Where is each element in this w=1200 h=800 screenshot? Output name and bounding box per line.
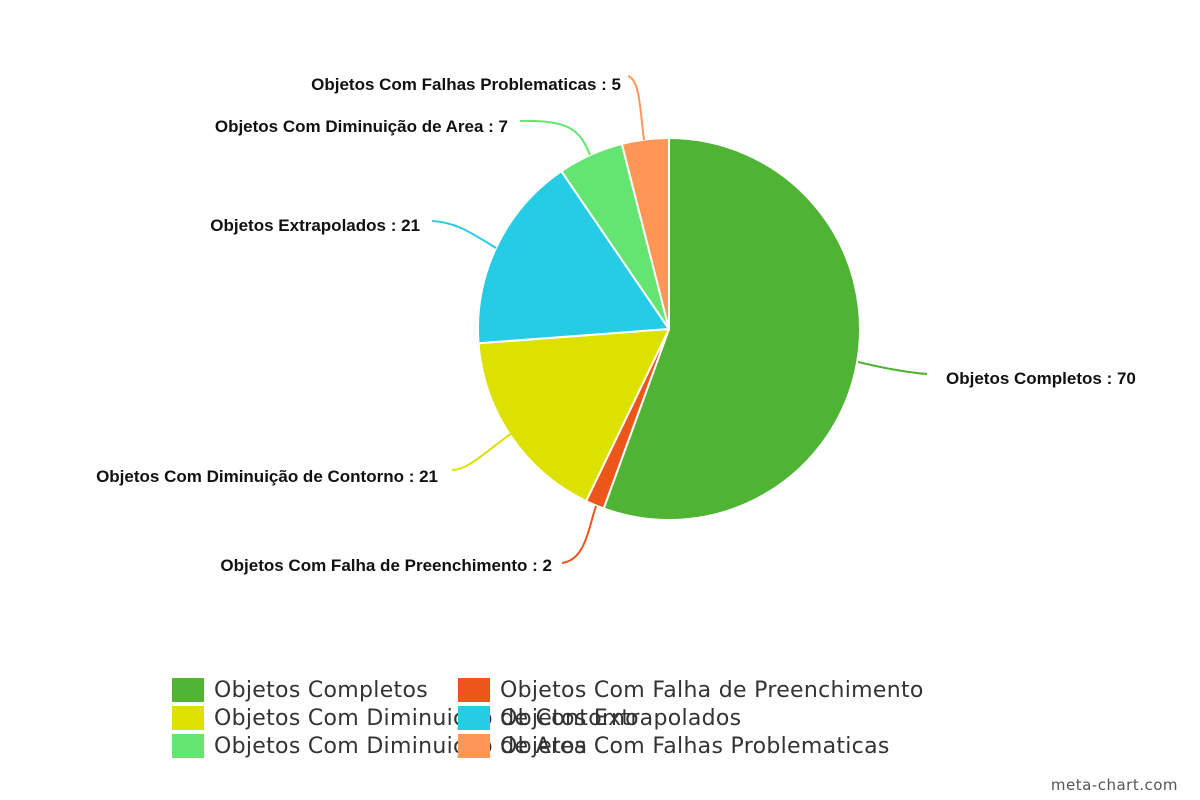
label-connector-line (561, 505, 597, 564)
pie-slices (477, 137, 861, 521)
legend-label: Objetos Com Falha de Preenchimento (500, 677, 924, 703)
data-label: Objetos Com Diminuição de Contorno : 21 (96, 467, 438, 486)
legend-row: Objetos Completos Objetos Com Falha de Pr… (172, 676, 1072, 704)
label-connector-line (451, 432, 513, 471)
pie-slice (620, 137, 670, 330)
label-connector-line (857, 361, 928, 375)
legend-item[interactable]: Objetos Completos (172, 678, 458, 703)
legend-label: Objetos Com Diminuição de Contorno (214, 705, 639, 731)
data-label: Objetos Com Diminuição de Area : 7 (215, 117, 508, 136)
legend-item[interactable]: Objetos Com Falhas Problematicas (458, 734, 890, 759)
legend-swatch (172, 678, 204, 702)
legend-swatch (458, 678, 490, 702)
legend-label: Objetos Com Falhas Problematicas (500, 733, 890, 759)
label-connector-line (627, 75, 645, 141)
legend-item[interactable]: Objetos Com Diminuição de Area (172, 734, 587, 759)
pie-slice (477, 328, 670, 503)
pie-slice (602, 137, 861, 521)
data-label: Objetos Completos : 70 (946, 369, 1136, 388)
legend: Objetos Completos Objetos Com Falha de Pr… (172, 676, 1072, 760)
legend-label: Objetos Extrapolados (500, 705, 742, 731)
legend-item[interactable]: Objetos Extrapolados (458, 706, 741, 731)
legend-swatch (172, 706, 204, 730)
data-label: Objetos Com Falha de Preenchimento : 2 (220, 556, 552, 575)
label-connector-line (519, 119, 591, 156)
legend-row: Objetos Com Diminuição de Area Objetos Co… (172, 732, 1072, 760)
legend-label: Objetos Completos (214, 677, 428, 703)
data-label: Objetos Extrapolados : 21 (210, 216, 420, 235)
legend-label: Objetos Com Diminuição de Area (214, 733, 588, 759)
data-labels: Objetos Completos : 70 Objetos Com Falha … (96, 75, 1136, 575)
legend-swatch (458, 734, 490, 758)
legend-swatch (172, 734, 204, 758)
legend-item[interactable]: Objetos Com Falha de Preenchimento (458, 678, 924, 703)
data-label: Objetos Com Falhas Problematicas : 5 (311, 75, 621, 94)
legend-swatch (458, 706, 490, 730)
legend-item[interactable]: Objetos Com Diminuição de Contorno (172, 706, 639, 731)
watermark-text: meta-chart.com (1050, 776, 1178, 794)
label-connector-line (431, 220, 497, 249)
label-connectors (431, 75, 928, 564)
legend-row: Objetos Com Diminuição de Contorno Objeto… (172, 704, 1072, 732)
pie-slice (477, 170, 670, 345)
